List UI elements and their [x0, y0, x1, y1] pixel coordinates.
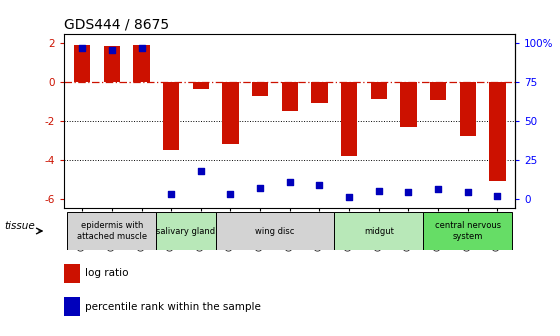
Point: [493, 193, 502, 198]
Point: [404, 190, 413, 195]
Point: [137, 45, 146, 51]
Bar: [423, 212, 512, 250]
Bar: [64, 264, 80, 283]
Text: wing disc: wing disc: [255, 226, 295, 236]
Bar: [74, 45, 90, 82]
Point: [286, 179, 295, 184]
Bar: [371, 82, 387, 99]
Point: [374, 188, 383, 194]
Text: central nervous
system: central nervous system: [435, 221, 501, 241]
Text: log ratio: log ratio: [85, 268, 128, 278]
Bar: [133, 45, 150, 82]
Bar: [334, 212, 423, 250]
Bar: [489, 82, 506, 181]
Bar: [163, 82, 179, 150]
Bar: [216, 212, 334, 250]
Point: [78, 45, 87, 51]
Text: percentile rank within the sample: percentile rank within the sample: [85, 302, 260, 312]
Point: [197, 168, 206, 173]
Point: [256, 185, 265, 191]
Bar: [341, 82, 357, 156]
Point: [463, 190, 472, 195]
Point: [433, 186, 442, 192]
Text: epidermis with
attached muscle: epidermis with attached muscle: [77, 221, 147, 241]
Bar: [400, 82, 417, 127]
Point: [108, 47, 116, 52]
Bar: [430, 82, 446, 99]
Text: midgut: midgut: [364, 226, 394, 236]
Text: GDS444 / 8675: GDS444 / 8675: [64, 17, 170, 31]
Text: salivary gland: salivary gland: [156, 226, 216, 236]
Bar: [156, 212, 216, 250]
Bar: [104, 46, 120, 82]
Bar: [282, 82, 298, 111]
Bar: [67, 212, 156, 250]
Bar: [460, 82, 476, 135]
Bar: [64, 297, 80, 316]
Bar: [311, 82, 328, 103]
Point: [344, 194, 353, 200]
Bar: [252, 82, 268, 96]
Text: tissue: tissue: [4, 221, 35, 232]
Point: [226, 191, 235, 197]
Point: [167, 191, 176, 197]
Bar: [222, 82, 239, 144]
Bar: [193, 82, 209, 89]
Point: [315, 182, 324, 187]
